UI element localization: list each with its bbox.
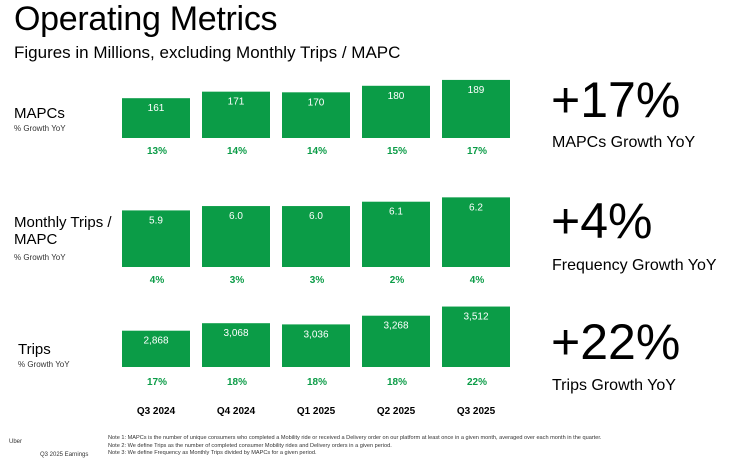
mapcs-growth-highlight: +17% xyxy=(551,72,681,128)
mapcs-label: MAPCs xyxy=(14,105,65,122)
growth-label: 18% xyxy=(387,377,407,388)
growth-label: 17% xyxy=(147,377,167,388)
trips-per-mapc-label: Monthly Trips / MAPC xyxy=(14,214,112,248)
growth-label: 15% xyxy=(387,146,407,157)
bar-value-label: 6.1 xyxy=(389,207,403,218)
bar-value-label: 3,068 xyxy=(223,328,248,339)
growth-label: 22% xyxy=(467,377,487,388)
report-period: Q3 2025 Earnings xyxy=(40,452,89,458)
trips-growth-highlight-label: Trips Growth YoY xyxy=(552,377,676,394)
footnotes: Note 1: MAPCs is the number of unique co… xyxy=(108,435,601,458)
x-tick-label: Q4 2024 xyxy=(217,406,256,417)
bar xyxy=(442,79,510,138)
growth-label: 18% xyxy=(227,377,247,388)
bar-value-label: 161 xyxy=(148,103,165,114)
mapcs-growth-caption: % Growth YoY xyxy=(14,124,66,133)
bar xyxy=(442,306,510,367)
bar xyxy=(122,330,190,367)
bar xyxy=(362,315,430,367)
trips-growth-caption: % Growth YoY xyxy=(18,360,70,369)
bar xyxy=(442,197,510,267)
mapcs-growth-highlight-label: MAPCs Growth YoY xyxy=(552,134,696,151)
bar-value-label: 170 xyxy=(308,97,325,108)
bar xyxy=(362,201,430,267)
growth-label: 14% xyxy=(227,146,247,157)
page-title: Operating Metrics xyxy=(14,0,278,38)
bar xyxy=(282,92,350,138)
bar-value-label: 171 xyxy=(228,97,245,108)
bar-value-label: 5.9 xyxy=(149,215,163,226)
bar-value-label: 189 xyxy=(468,85,485,96)
trips-growth-highlight: +22% xyxy=(551,314,681,370)
bar xyxy=(202,206,270,267)
bar-value-label: 3,036 xyxy=(303,329,328,340)
footnote-3: Note 3: We define Frequency as Monthly T… xyxy=(108,450,317,456)
footnote-2: Note 2: We define Trips as the number of… xyxy=(108,442,392,449)
trips-label: Trips xyxy=(18,341,51,358)
bar xyxy=(122,210,190,267)
bar xyxy=(362,85,430,138)
page-subtitle: Figures in Millions, excluding Monthly T… xyxy=(14,43,401,62)
bar xyxy=(122,98,190,138)
trips-per-mapc-growth-caption: % Growth YoY xyxy=(14,253,66,262)
bar-value-label: 3,268 xyxy=(383,321,408,332)
footnote-1: Note 1: MAPCs is the number of unique co… xyxy=(108,435,602,441)
growth-label: 4% xyxy=(150,275,165,286)
x-tick-label: Q3 2024 xyxy=(137,406,176,417)
bar xyxy=(202,91,270,138)
growth-label: 17% xyxy=(467,146,487,157)
growth-label: 3% xyxy=(230,275,245,286)
bar-value-label: 180 xyxy=(388,91,405,102)
growth-label: 4% xyxy=(470,275,485,286)
growth-label: 18% xyxy=(307,377,327,388)
bar xyxy=(282,324,350,367)
bar xyxy=(282,206,350,267)
bar-value-label: 6.2 xyxy=(469,202,483,213)
frequency-growth-highlight: +4% xyxy=(551,193,653,249)
bar-value-label: 6.0 xyxy=(229,211,243,222)
x-tick-label: Q2 2025 xyxy=(377,406,416,417)
frequency-growth-highlight-label: Frequency Growth YoY xyxy=(552,257,717,274)
growth-label: 14% xyxy=(307,146,327,157)
growth-label: 2% xyxy=(390,275,405,286)
bar xyxy=(202,323,270,367)
bar-value-label: 2,868 xyxy=(143,336,168,347)
brand-text: Uber xyxy=(9,439,23,445)
x-tick-label: Q3 2025 xyxy=(457,406,496,417)
growth-label: 3% xyxy=(310,275,325,286)
x-tick-label: Q1 2025 xyxy=(297,406,336,417)
growth-label: 13% xyxy=(147,146,167,157)
bar-value-label: 3,512 xyxy=(463,312,488,323)
bar-value-label: 6.0 xyxy=(309,211,323,222)
